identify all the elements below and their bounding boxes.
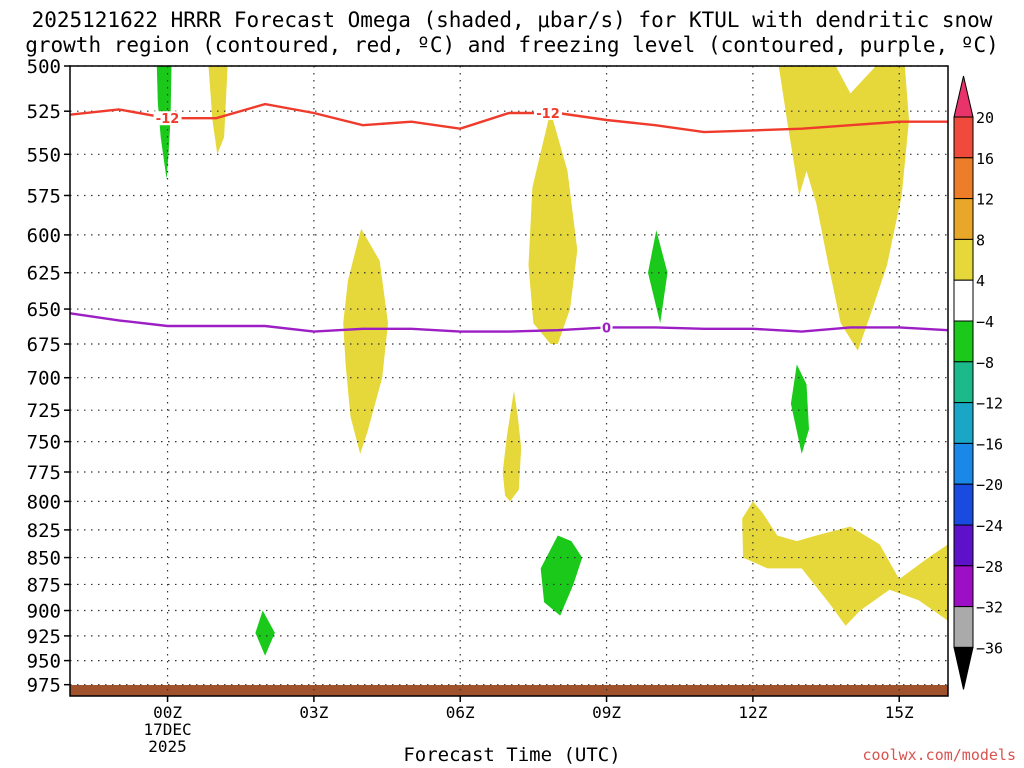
y-tick-label-950: 950 xyxy=(27,651,61,673)
colorbar-label-13: −36 xyxy=(976,639,1003,657)
y-tick-label-575: 575 xyxy=(27,185,61,207)
y-tick-label-500: 500 xyxy=(27,56,61,78)
omega-region-7 xyxy=(540,535,583,616)
colorbar-label-7: −12 xyxy=(976,395,1003,413)
colorbar-box-12 xyxy=(953,606,974,648)
omega-region-5 xyxy=(648,230,668,324)
y-tick-label-900: 900 xyxy=(27,601,61,623)
y-tick-label-825: 825 xyxy=(27,520,61,542)
y-tick-label-925: 925 xyxy=(27,626,61,648)
omega-region-6 xyxy=(790,364,809,454)
omega-region-8 xyxy=(255,610,275,656)
y-tick-label-875: 875 xyxy=(27,574,61,596)
omega-region-9 xyxy=(778,66,909,351)
colorbar-label-0: 20 xyxy=(976,109,994,127)
x-tick-label-3-0: 03Z xyxy=(299,703,328,722)
colorbar-box-7 xyxy=(953,402,974,444)
colorbar-bottom-arrow xyxy=(953,646,974,690)
colorbar-box-5 xyxy=(953,320,974,363)
x-axis-label: Forecast Time (UTC) xyxy=(403,744,621,766)
x-tick-label-6-0: 06Z xyxy=(446,703,475,722)
contour-label-0-0: -12 xyxy=(156,112,180,127)
y-tick-label-750: 750 xyxy=(27,432,61,454)
colorbar-box-6 xyxy=(953,361,974,404)
colorbar-box-10 xyxy=(953,524,974,567)
colorbar-label-9: −20 xyxy=(976,476,1003,494)
source-credit[interactable]: coolwx.com/models xyxy=(862,746,1016,764)
y-tick-label-800: 800 xyxy=(27,491,61,513)
colorbar-label-12: −32 xyxy=(976,599,1003,617)
y-tick-label-700: 700 xyxy=(27,368,61,390)
y-tick-label-625: 625 xyxy=(27,263,61,285)
terrain-strip xyxy=(70,685,948,696)
y-tick-label-525: 525 xyxy=(27,101,61,123)
y-tick-label-650: 650 xyxy=(27,299,61,321)
chart-title-line-2: growth region (contoured, red, ºC) and f… xyxy=(25,33,999,57)
grid-layer xyxy=(70,65,948,696)
colorbar-label-3: 8 xyxy=(976,231,985,249)
contour-layer: -12 -12 0 xyxy=(70,102,948,336)
colorbar-box-2 xyxy=(953,198,974,240)
contour-label-0-1: -12 xyxy=(536,107,560,122)
colorbar-label-8: −16 xyxy=(976,435,1003,453)
x-tick-label-0-1: 17DEC xyxy=(143,720,191,739)
chart-title-line-1: 2025121622 HRRR Forecast Omega (shaded, … xyxy=(31,8,993,32)
x-tick-label-12-0: 12Z xyxy=(738,703,767,722)
colorbar-box-4 xyxy=(953,279,974,322)
y-tick-label-850: 850 xyxy=(27,548,61,570)
colorbar-box-11 xyxy=(953,565,974,608)
colorbar-label-6: −8 xyxy=(976,354,994,372)
contour-label-bg-1-0 xyxy=(600,320,613,335)
omega-region-0 xyxy=(208,66,228,155)
contour-label-bg-0-0 xyxy=(153,111,182,126)
y-tick-label-975: 975 xyxy=(27,675,61,697)
x-tick-label-15-0: 15Z xyxy=(885,703,914,722)
colorbar-box-9 xyxy=(953,483,974,526)
omega-shading-layer xyxy=(70,66,948,696)
colorbar-box-1 xyxy=(953,157,974,200)
contour-line-1 xyxy=(70,312,948,333)
x-tick-label-9-0: 09Z xyxy=(592,703,621,722)
x-tick-label-0-0: 00Z xyxy=(153,703,182,722)
omega-region-2 xyxy=(343,228,388,454)
x-tick-label-0-2: 2025 xyxy=(148,737,187,756)
omega-region-10 xyxy=(742,501,948,626)
colorbar-box-3 xyxy=(953,238,974,281)
y-tick-label-675: 675 xyxy=(27,334,61,356)
contour-line-0 xyxy=(70,102,948,134)
contour-label-1-0: 0 xyxy=(602,321,611,336)
colorbar-top-arrow xyxy=(953,75,974,118)
y-tick-label-550: 550 xyxy=(27,144,61,166)
colorbar-box-8 xyxy=(953,442,974,485)
colorbar-label-2: 12 xyxy=(976,191,994,209)
colorbar: 20 16 12 8 4 −4 −8 −12 −16 −20 −24 −28 −32 −36 xyxy=(953,75,1003,690)
y-axis: 500 525 550 575 600 625 650 675 700 725 750 775 800 8… xyxy=(27,56,70,697)
colorbar-box-0 xyxy=(953,116,974,159)
plot-border xyxy=(69,65,949,697)
colorbar-label-11: −28 xyxy=(976,558,1003,576)
y-tick-label-600: 600 xyxy=(27,225,61,247)
contour-label-bg-0-1 xyxy=(534,105,563,120)
omega-region-3 xyxy=(528,111,578,344)
plot-frame xyxy=(69,65,949,697)
y-tick-label-775: 775 xyxy=(27,462,61,484)
colorbar-label-5: −4 xyxy=(976,313,994,331)
y-tick-label-725: 725 xyxy=(27,400,61,422)
omega-region-4 xyxy=(502,390,522,502)
colorbar-label-10: −24 xyxy=(976,517,1003,535)
colorbar-label-1: 16 xyxy=(976,150,994,168)
colorbar-label-4: 4 xyxy=(976,272,985,290)
